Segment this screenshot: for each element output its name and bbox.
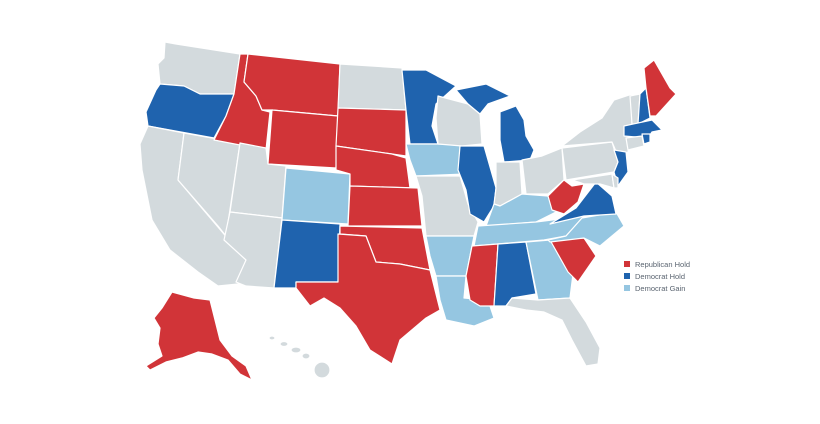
state-ks <box>347 185 423 227</box>
legend-item-democrat-gain: Democrat Gain <box>624 282 690 294</box>
state-il <box>457 145 497 223</box>
state-nm <box>273 219 341 289</box>
state-mi-lower <box>499 105 535 163</box>
legend-item-democrat-hold: Democrat Hold <box>624 270 690 282</box>
state-co <box>281 167 351 225</box>
state-mn <box>401 69 457 145</box>
legend-swatch-republican-hold <box>624 261 630 267</box>
state-mo <box>415 175 479 237</box>
state-mi <box>455 83 511 115</box>
legend-label: Democrat Gain <box>635 283 686 293</box>
state-ak <box>145 291 253 381</box>
legend-label: Republican Hold <box>635 259 691 269</box>
legend-swatch-democrat-gain <box>624 285 630 291</box>
state-hi <box>268 335 331 379</box>
state-fl <box>505 297 601 367</box>
state-me <box>643 59 677 117</box>
state-ct <box>625 135 645 151</box>
state-md <box>571 173 615 189</box>
state-tx <box>295 233 441 365</box>
state-va <box>549 181 617 225</box>
state-de <box>611 173 619 189</box>
state-sd <box>335 107 407 157</box>
state-nc <box>547 211 625 247</box>
state-nd <box>337 63 407 111</box>
legend-label: Democrat Hold <box>635 271 686 281</box>
state-ri <box>641 133 651 145</box>
state-ms <box>465 243 499 307</box>
state-ma <box>623 119 663 139</box>
state-wy <box>267 109 339 169</box>
legend-item-republican-hold: Republican Hold <box>624 258 690 270</box>
state-la <box>435 275 495 327</box>
legend-swatch-democrat-hold <box>624 273 630 279</box>
map-legend: Republican Hold Democrat Hold Democrat G… <box>624 258 690 294</box>
state-wv <box>547 179 585 215</box>
state-ia <box>405 143 467 177</box>
